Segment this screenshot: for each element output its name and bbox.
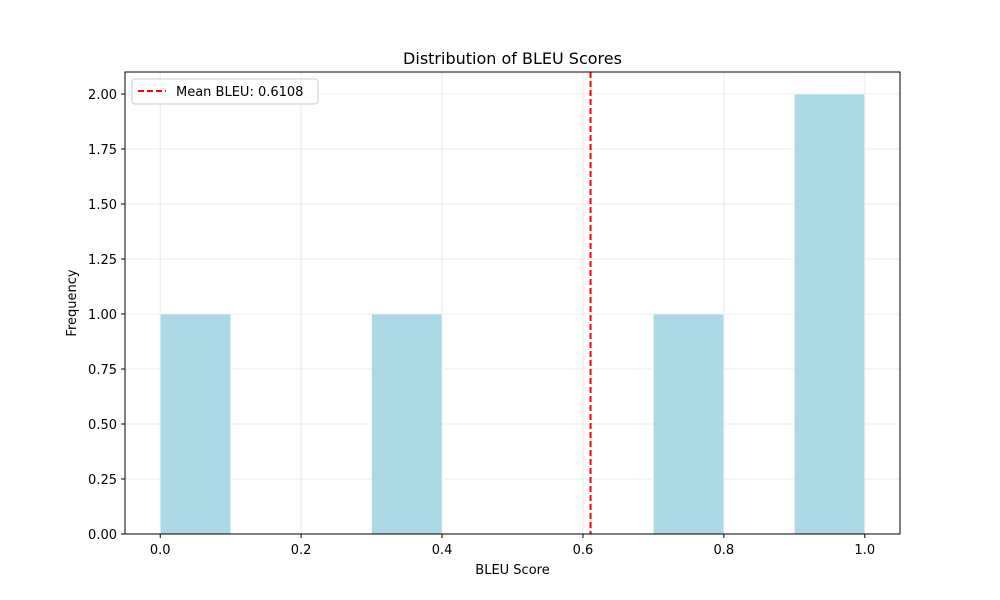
histogram-bar-7 [653,313,725,535]
chart-title: Distribution of BLEU Scores [403,49,622,68]
y-tick-label-3: 0.75 [88,363,117,378]
legend: Mean BLEU: 0.6108 [131,78,319,105]
x-tick-label-4: 0.8 [714,543,735,558]
y-tick-label-4: 1.00 [88,308,117,323]
y-axis-label: Frequency [65,269,80,336]
y-tick-label-6: 1.50 [88,198,117,213]
x-axis-label: BLEU Score [475,563,549,578]
x-axis: 0.0 0.2 0.4 0.6 0.8 1.0 [150,534,875,558]
y-tick-label-2: 0.50 [88,418,117,433]
x-tick-label-0: 0.0 [150,543,171,558]
x-tick-label-2: 0.4 [432,543,453,558]
histogram-bar-3 [371,313,443,535]
x-tick-label-5: 1.0 [854,543,875,558]
plot-area-frame [124,71,901,535]
y-tick-label-5: 1.25 [88,253,117,268]
x-tick-label-3: 0.6 [573,543,594,558]
histogram-bar-0 [159,313,231,535]
y-tick-label-8: 2.00 [88,88,117,103]
x-tick-label-1: 0.2 [291,543,312,558]
histogram-bar-9 [794,93,866,535]
legend-box [131,78,319,105]
y-tick-label-7: 1.75 [88,143,117,158]
y-tick-label-1: 0.25 [88,473,117,488]
y-axis: 0.00 0.25 0.50 0.75 1.00 1.25 1.50 1.75 2.00 [88,88,125,543]
y-tick-label-0: 0.00 [88,528,117,543]
histogram-bars [159,93,866,535]
grid-lines [125,72,900,535]
legend-mean-label: Mean BLEU: 0.6108 [176,85,303,100]
